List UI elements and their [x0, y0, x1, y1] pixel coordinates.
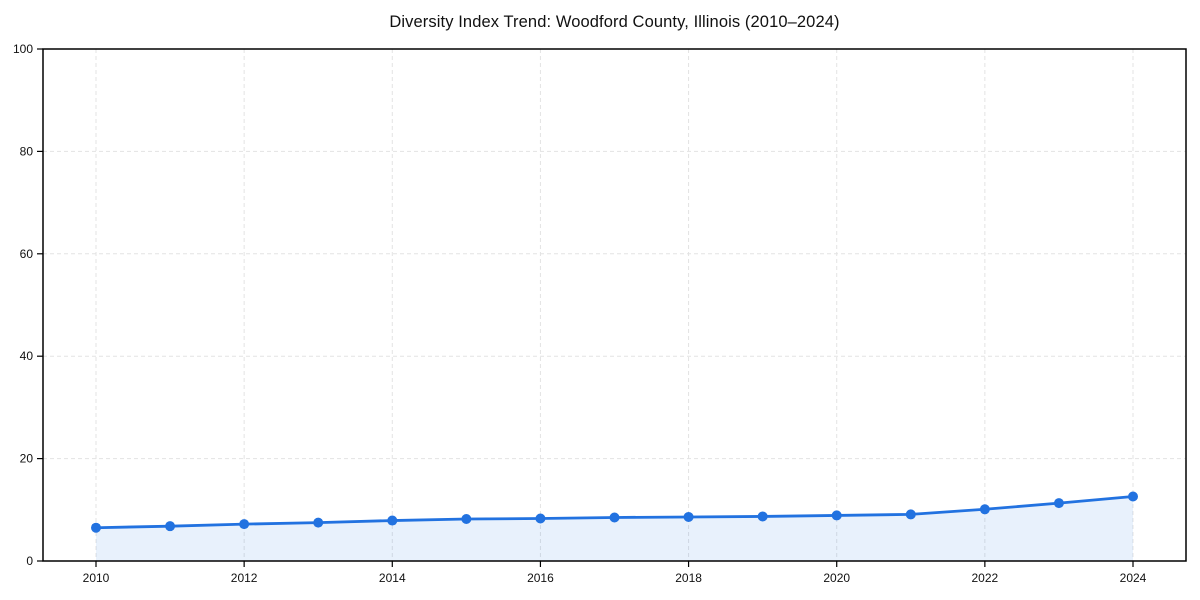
data-point [535, 513, 546, 524]
x-tick-label: 2012 [231, 571, 258, 585]
data-point [757, 511, 768, 522]
data-point [313, 517, 324, 528]
data-point [1128, 491, 1138, 502]
x-tick-label: 2016 [527, 571, 554, 585]
y-tick-label: 20 [20, 452, 34, 466]
data-point [461, 514, 472, 525]
data-point [683, 511, 694, 522]
data-point [387, 515, 398, 526]
data-point [609, 512, 620, 523]
gridlines [43, 49, 1186, 561]
data-point [91, 522, 101, 533]
data-point [905, 509, 916, 520]
y-tick-label: 100 [13, 42, 33, 56]
axis-tick-labels: 0 20 40 60 80 100 2010 2012 2014 2016 2018 2020 2022… [13, 42, 1147, 585]
data-points [91, 491, 1138, 533]
x-tick-label: 2010 [83, 571, 110, 585]
x-tick-label: 2014 [379, 571, 406, 585]
plot-border [42, 48, 1187, 562]
data-point [831, 510, 842, 521]
area-fill [96, 496, 1133, 561]
data-point [239, 519, 250, 530]
data-point [1053, 498, 1064, 509]
data-point [979, 504, 990, 515]
y-tick-label: 60 [20, 247, 34, 261]
y-tick-label: 80 [20, 144, 34, 158]
axis-ticks [37, 48, 1134, 567]
data-point [165, 521, 176, 532]
chart-title: Diversity Index Trend: Woodford County, … [389, 13, 840, 31]
y-tick-label: 40 [20, 349, 34, 363]
x-tick-label: 2024 [1120, 571, 1147, 585]
x-tick-label: 2022 [972, 571, 999, 585]
y-tick-label: 0 [26, 554, 33, 568]
x-tick-label: 2020 [823, 571, 850, 585]
x-tick-label: 2018 [675, 571, 702, 585]
